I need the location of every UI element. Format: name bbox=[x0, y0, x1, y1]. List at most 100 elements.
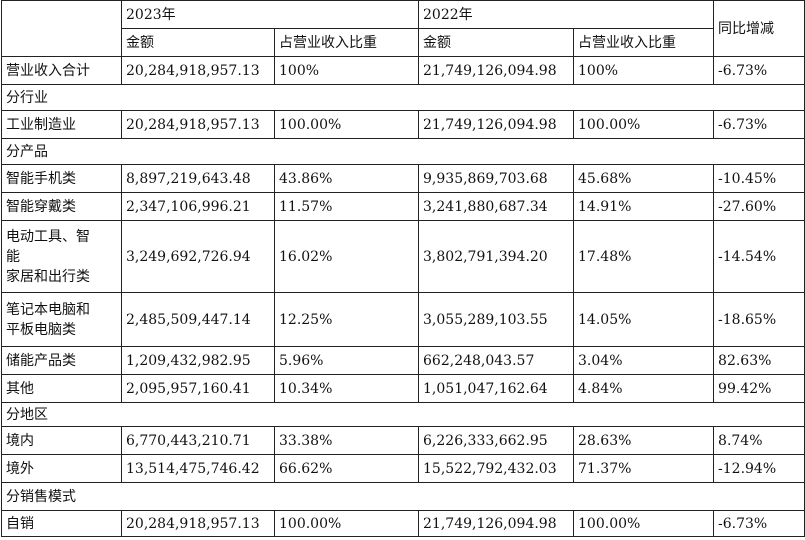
header-share-2023: 占营业收入比重 bbox=[273, 28, 420, 57]
share-2022: 3.04% bbox=[573, 346, 715, 375]
share-2023: 5.96% bbox=[273, 346, 420, 375]
row-label: 智能穿戴类 bbox=[1, 192, 122, 221]
amount-2023: 20,284,918,957.13 bbox=[121, 56, 275, 85]
amount-2022: 3,802,791,394.20 bbox=[418, 220, 575, 293]
share-2022: 28.63% bbox=[573, 426, 715, 455]
label-line: 平板电脑类 bbox=[6, 321, 76, 338]
amount-2022: 3,241,880,687.34 bbox=[418, 192, 575, 221]
yoy-change: -6.73% bbox=[713, 110, 805, 139]
table-row: 自销 20,284,918,957.13 100.00% 21,749,126,… bbox=[1, 510, 805, 537]
row-label: 电动工具、智能家居和出行类 bbox=[1, 220, 122, 293]
amount-2022: 9,935,869,703.68 bbox=[418, 164, 575, 193]
amount-2022: 6,226,333,662.95 bbox=[418, 426, 575, 455]
share-2023: 43.86% bbox=[273, 164, 420, 193]
section-row: 分地区 bbox=[0, 402, 805, 427]
header-yoy: 同比增减 bbox=[713, 0, 805, 57]
header-share-2022: 占营业收入比重 bbox=[573, 28, 715, 57]
row-label: 营业收入合计 bbox=[1, 56, 122, 85]
share-2023: 33.38% bbox=[273, 426, 420, 455]
label-line: 家居和出行类 bbox=[6, 268, 90, 285]
row-label: 其他 bbox=[1, 374, 122, 403]
share-2023: 100% bbox=[273, 56, 420, 85]
share-2022: 45.68% bbox=[573, 164, 715, 193]
table-row: 笔记本电脑和 平板电脑类 2,485,509,447.14 12.25% 3,05… bbox=[1, 292, 805, 347]
share-2022: 71.37% bbox=[573, 454, 715, 483]
amount-2023: 2,095,957,160.41 bbox=[121, 374, 275, 403]
row-label: 工业制造业 bbox=[1, 110, 122, 139]
amount-2022: 662,248,043.57 bbox=[418, 346, 575, 375]
share-2022: 14.91% bbox=[573, 192, 715, 221]
share-2022: 4.84% bbox=[573, 374, 715, 403]
share-2023: 10.34% bbox=[273, 374, 420, 403]
amount-2023: 8,897,219,643.48 bbox=[121, 164, 275, 193]
section-row: 分产品 bbox=[0, 138, 805, 165]
header-year-2023: 2023年 bbox=[120, 0, 420, 29]
row-label: 储能产品类 bbox=[1, 346, 122, 375]
yoy-change: -14.54% bbox=[713, 220, 805, 293]
section-title-product: 分产品 bbox=[0, 138, 805, 165]
section-title-region: 分地区 bbox=[0, 402, 805, 427]
amount-2022: 15,522,792,432.03 bbox=[418, 454, 575, 483]
yoy-change: -6.73% bbox=[713, 56, 805, 85]
amount-2023: 3,249,692,726.94 bbox=[121, 220, 275, 293]
row-label: 境外 bbox=[1, 454, 122, 483]
yoy-change: -6.73% bbox=[713, 510, 805, 537]
amount-2023: 6,770,443,210.71 bbox=[121, 426, 275, 455]
amount-2023: 20,284,918,957.13 bbox=[121, 110, 275, 139]
section-title-industry: 分行业 bbox=[0, 84, 805, 111]
yoy-change: -12.94% bbox=[713, 454, 805, 483]
row-label: 自销 bbox=[1, 510, 122, 537]
share-2023: 100.00% bbox=[273, 110, 420, 139]
row-label: 境内 bbox=[1, 426, 122, 455]
section-row: 分行业 bbox=[0, 84, 805, 111]
table-row: 境外 13,514,475,746.42 66.62% 15,522,792,4… bbox=[1, 454, 805, 483]
share-2022: 14.05% bbox=[573, 292, 715, 347]
amount-2022: 21,749,126,094.98 bbox=[418, 110, 575, 139]
yoy-change: -27.60% bbox=[713, 192, 805, 221]
amount-2023: 20,284,918,957.13 bbox=[121, 510, 275, 537]
header-row-columns: 金额 占营业收入比重 金额 占营业收入比重 bbox=[2, 28, 805, 57]
row-label: 笔记本电脑和 平板电脑类 bbox=[1, 292, 122, 347]
amount-2022: 21,749,126,094.98 bbox=[418, 510, 575, 537]
share-2023: 12.25% bbox=[273, 292, 420, 347]
amount-2022: 21,749,126,094.98 bbox=[418, 56, 575, 85]
amount-2022: 3,055,289,103.55 bbox=[418, 292, 575, 347]
row-label: 智能手机类 bbox=[1, 164, 122, 193]
header-year-2022: 2022年 bbox=[418, 0, 715, 29]
total-row: 营业收入合计 20,284,918,957.13 100% 21,749,126… bbox=[1, 56, 805, 85]
amount-2023: 2,347,106,996.21 bbox=[121, 192, 275, 221]
amount-2023: 1,209,432,982.95 bbox=[121, 346, 275, 375]
header-blank-cell bbox=[1, 0, 122, 57]
table-row: 储能产品类 1,209,432,982.95 5.96% 662,248,043… bbox=[1, 346, 805, 375]
share-2023: 16.02% bbox=[273, 220, 420, 293]
share-2022: 100.00% bbox=[573, 510, 715, 537]
yoy-change: 82.63% bbox=[713, 346, 805, 375]
label-line: 笔记本电脑和 bbox=[6, 301, 90, 318]
amount-2023: 2,485,509,447.14 bbox=[121, 292, 275, 347]
yoy-change: -18.65% bbox=[713, 292, 805, 347]
label-line: 能 bbox=[6, 248, 20, 265]
yoy-change: -10.45% bbox=[713, 164, 805, 193]
yoy-change: 99.42% bbox=[713, 374, 805, 403]
table-row: 智能穿戴类 2,347,106,996.21 11.57% 3,241,880,… bbox=[1, 192, 805, 221]
table-row: 工业制造业 20,284,918,957.13 100.00% 21,749,1… bbox=[1, 110, 805, 139]
share-2022: 100.00% bbox=[573, 110, 715, 139]
amount-2023: 13,514,475,746.42 bbox=[121, 454, 275, 483]
share-2023: 66.62% bbox=[273, 454, 420, 483]
share-2023: 11.57% bbox=[273, 192, 420, 221]
section-title-sales-mode: 分销售模式 bbox=[0, 482, 805, 511]
section-row: 分销售模式 bbox=[0, 482, 805, 511]
share-2022: 100% bbox=[573, 56, 715, 85]
header-row-years: 2023年 2022年 同比增减 bbox=[1, 0, 805, 57]
share-2022: 17.48% bbox=[573, 220, 715, 293]
table-row: 电动工具、智能家居和出行类 3,249,692,726.94 16.02% 3,… bbox=[1, 220, 805, 293]
table-row: 境内 6,770,443,210.71 33.38% 6,226,333,662… bbox=[1, 426, 805, 455]
share-2023: 100.00% bbox=[273, 510, 420, 537]
table-row: 智能手机类 8,897,219,643.48 43.86% 9,935,869,… bbox=[1, 164, 805, 193]
amount-2022: 1,051,047,162.64 bbox=[418, 374, 575, 403]
table-row: 其他 2,095,957,160.41 10.34% 1,051,047,162… bbox=[1, 374, 805, 403]
yoy-change: 8.74% bbox=[713, 426, 805, 455]
header-amount-2023: 金额 bbox=[121, 28, 275, 57]
label-line: 电动工具、智 bbox=[6, 228, 90, 245]
